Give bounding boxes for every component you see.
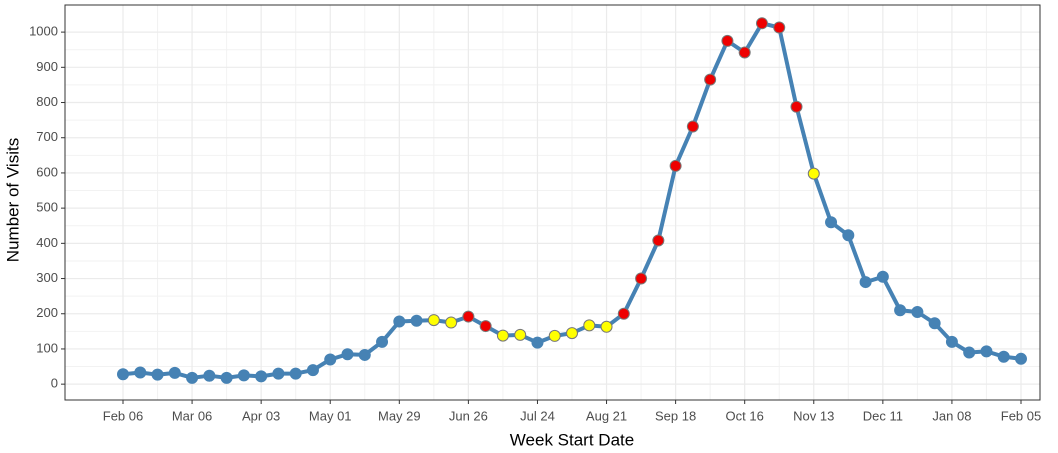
point: [876, 270, 889, 283]
point: [289, 367, 302, 380]
point: [600, 320, 613, 333]
point: [859, 276, 872, 289]
point: [324, 353, 337, 366]
x-tick-label: Dec 11: [863, 408, 903, 423]
point: [479, 320, 492, 333]
x-tick-label: Feb 05: [1001, 408, 1041, 423]
point: [410, 314, 423, 327]
point: [635, 272, 648, 285]
point: [255, 370, 268, 383]
y-axis-title: Number of Visits: [3, 138, 22, 262]
plot-border: [64, 4, 1041, 401]
x-tick-label: May 01: [309, 408, 352, 423]
point: [393, 315, 406, 328]
y-tick-label: 100: [36, 340, 58, 355]
point: [237, 369, 250, 382]
point: [168, 366, 181, 379]
y-tick-label: 600: [36, 164, 58, 179]
x-tick-label: Aug 21: [586, 408, 627, 423]
point: [807, 167, 820, 180]
point: [583, 319, 596, 332]
y-tick-label: 0: [51, 376, 58, 391]
y-tick-label: 300: [36, 270, 58, 285]
y-tick-label: 1000: [29, 24, 58, 39]
point: [945, 335, 958, 348]
point: [617, 307, 630, 320]
y-tick-label: 400: [36, 235, 58, 250]
point: [496, 329, 509, 342]
point: [669, 159, 682, 172]
point: [376, 335, 389, 348]
y-tick-label: 200: [36, 305, 58, 320]
point: [997, 350, 1010, 363]
point: [825, 216, 838, 229]
y-tick-label: 900: [36, 59, 58, 74]
point: [928, 317, 941, 330]
point: [358, 348, 371, 361]
point: [134, 366, 147, 379]
x-tick-label: Nov 13: [793, 408, 834, 423]
y-tick-label: 700: [36, 129, 58, 144]
point: [755, 17, 768, 30]
x-tick-label: May 29: [378, 408, 421, 423]
x-tick-label: Sep 18: [655, 408, 696, 423]
x-tick-label: Jul 24: [520, 408, 555, 423]
x-tick-label: Oct 16: [726, 408, 764, 423]
point: [203, 369, 216, 382]
point: [514, 328, 527, 341]
point: [117, 368, 129, 381]
point: [911, 305, 924, 318]
point: [151, 368, 164, 381]
x-tick-label: Apr 03: [242, 408, 280, 423]
point: [652, 234, 665, 247]
point: [548, 329, 561, 342]
x-tick-label: Mar 06: [172, 408, 212, 423]
point: [980, 345, 993, 358]
point: [445, 316, 458, 329]
point: [790, 100, 803, 113]
point: [773, 21, 786, 34]
point: [186, 371, 199, 384]
point: [738, 46, 751, 59]
x-tick-label: Jan 08: [932, 408, 971, 423]
y-tick-label: 500: [36, 200, 58, 215]
point: [686, 120, 699, 133]
y-tick-label: 800: [36, 94, 58, 109]
point: [341, 348, 354, 361]
point: [842, 229, 855, 242]
point: [721, 34, 734, 47]
x-axis-title: Week Start Date: [510, 430, 634, 449]
point: [1015, 352, 1027, 365]
point: [220, 371, 233, 384]
point: [272, 367, 285, 380]
point: [963, 346, 976, 359]
x-tick-label: Jun 26: [449, 408, 488, 423]
point: [704, 73, 717, 86]
point: [894, 304, 907, 317]
point: [427, 314, 440, 327]
x-tick-label: Feb 06: [103, 408, 143, 423]
point: [462, 310, 475, 323]
point: [531, 336, 544, 349]
point: [306, 364, 319, 377]
point: [566, 327, 578, 340]
